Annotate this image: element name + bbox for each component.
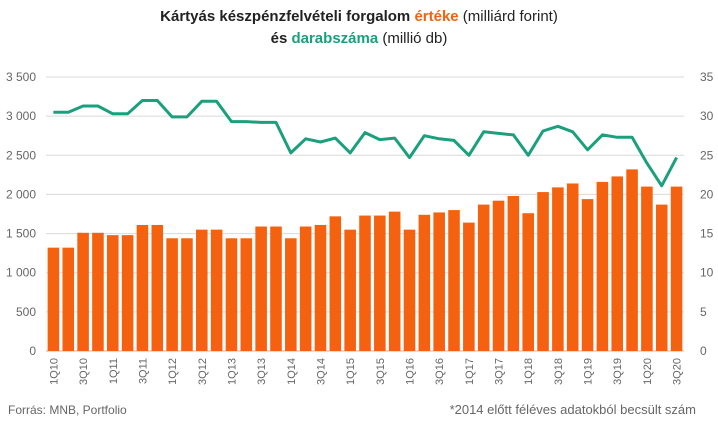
bar [641, 186, 653, 351]
source-label: Forrás: MNB, Portfolio [8, 403, 127, 417]
bar [166, 238, 178, 351]
bar-series [47, 169, 683, 351]
x-tick-label: 1Q12 [167, 358, 179, 385]
bar [121, 235, 134, 351]
x-tick-label: 3Q20 [672, 358, 684, 385]
bar [151, 224, 164, 351]
x-tick-label: 1Q13 [227, 358, 239, 385]
bar [670, 186, 683, 351]
bar [626, 169, 638, 351]
bar [418, 214, 431, 351]
bar [492, 200, 505, 351]
y-right-tick-label: 10 [700, 266, 714, 280]
bar [448, 210, 460, 351]
bar [507, 195, 520, 351]
x-tick-label: 3Q13 [256, 358, 268, 385]
bar [270, 226, 282, 351]
bar [136, 224, 149, 351]
y-right-tick-label: 5 [700, 305, 707, 319]
x-tick-label: 1Q17 [464, 358, 476, 385]
chart-title: Kártyás készpénzfelvételi forgalom érték… [0, 6, 718, 50]
x-tick-label: 1Q15 [345, 358, 357, 385]
y-right-tick-label: 30 [700, 109, 714, 123]
bar [566, 183, 579, 351]
bar [92, 232, 104, 351]
bar [552, 187, 564, 351]
bar [181, 238, 193, 351]
bar [403, 229, 416, 351]
bar [477, 204, 490, 351]
y-right-tick-label: 15 [700, 227, 714, 241]
title-text-1: Kártyás készpénzfelvételi forgalom [160, 8, 415, 25]
x-tick-label: 3Q18 [553, 358, 565, 385]
bar [433, 212, 445, 351]
x-tick-label: 3Q11 [137, 358, 149, 384]
bar [106, 235, 119, 351]
x-tick-label: 1Q10 [48, 358, 60, 385]
bar [596, 181, 609, 351]
x-tick-label: 1Q19 [583, 358, 595, 385]
bar [374, 215, 386, 351]
bar [463, 222, 475, 351]
y-right-tick-label: 35 [700, 70, 714, 84]
y-left-tick-label: 0 [29, 344, 36, 358]
bar [62, 247, 75, 351]
x-axis: 1Q10 3Q10 1Q11 3Q11 1Q12 3Q12 1Q13 3Q13 1Q14 3Q14… [48, 358, 683, 385]
y-left-tick-label: 3 500 [6, 70, 36, 84]
y-left-tick-label: 500 [16, 305, 36, 319]
x-tick-label: 1Q20 [642, 358, 654, 385]
bar [255, 226, 267, 351]
x-tick-label: 3Q19 [612, 358, 624, 385]
y-left-tick-label: 2 500 [6, 148, 36, 162]
x-tick-label: 3Q14 [316, 358, 328, 385]
bar [196, 229, 208, 351]
x-tick-label: 3Q15 [375, 358, 387, 385]
x-tick-label: 3Q16 [434, 358, 446, 385]
x-tick-label: 1Q11 [108, 358, 120, 384]
line-series [53, 99, 678, 188]
title-text-2: és [270, 30, 292, 47]
x-tick-label: 1Q14 [286, 358, 298, 385]
y-axis-left: 0 500 1 000 1 500 2 000 2 500 3 000 3 500 [6, 70, 36, 358]
bar [655, 204, 668, 351]
bar [210, 229, 223, 351]
bar [359, 215, 371, 351]
bar [344, 229, 356, 351]
x-tick-label: 3Q12 [197, 358, 209, 385]
bar [285, 238, 297, 351]
bar [388, 211, 401, 351]
series-line [53, 99, 678, 188]
bar [314, 224, 327, 351]
y-right-tick-label: 25 [700, 148, 714, 162]
y-right-tick-label: 0 [700, 344, 707, 358]
bar [240, 238, 253, 351]
x-tick-label: 3Q10 [78, 358, 90, 385]
bar [329, 216, 342, 351]
y-left-tick-label: 1 000 [6, 266, 36, 280]
bar [522, 213, 534, 351]
title-line-1: Kártyás készpénzfelvételi forgalom érték… [0, 6, 718, 28]
bar [537, 192, 549, 351]
footnote: *2014 előtt féléves adatokból becsült sz… [449, 402, 696, 417]
y-axis-right: 0 5 10 15 20 25 30 35 [700, 70, 714, 358]
title-accent-value: értéke [414, 8, 459, 25]
x-tick-label: 3Q17 [494, 358, 506, 385]
title-unit-2: (millió db) [378, 30, 448, 47]
bar [611, 176, 624, 351]
title-line-2: és darabszáma (millió db) [0, 28, 718, 50]
y-left-tick-label: 3 000 [6, 109, 36, 123]
y-right-tick-label: 20 [700, 187, 714, 201]
y-left-tick-label: 1 500 [6, 227, 36, 241]
y-left-tick-label: 2 000 [6, 187, 36, 201]
title-accent-count: darabszáma [291, 30, 379, 47]
bar [225, 238, 238, 351]
bar [77, 232, 89, 351]
title-unit-1: (milliárd forint) [458, 8, 558, 25]
bar [581, 199, 594, 351]
bar [299, 226, 312, 351]
x-tick-label: 1Q16 [405, 358, 417, 385]
x-tick-label: 1Q18 [523, 358, 535, 385]
bar [47, 247, 60, 351]
